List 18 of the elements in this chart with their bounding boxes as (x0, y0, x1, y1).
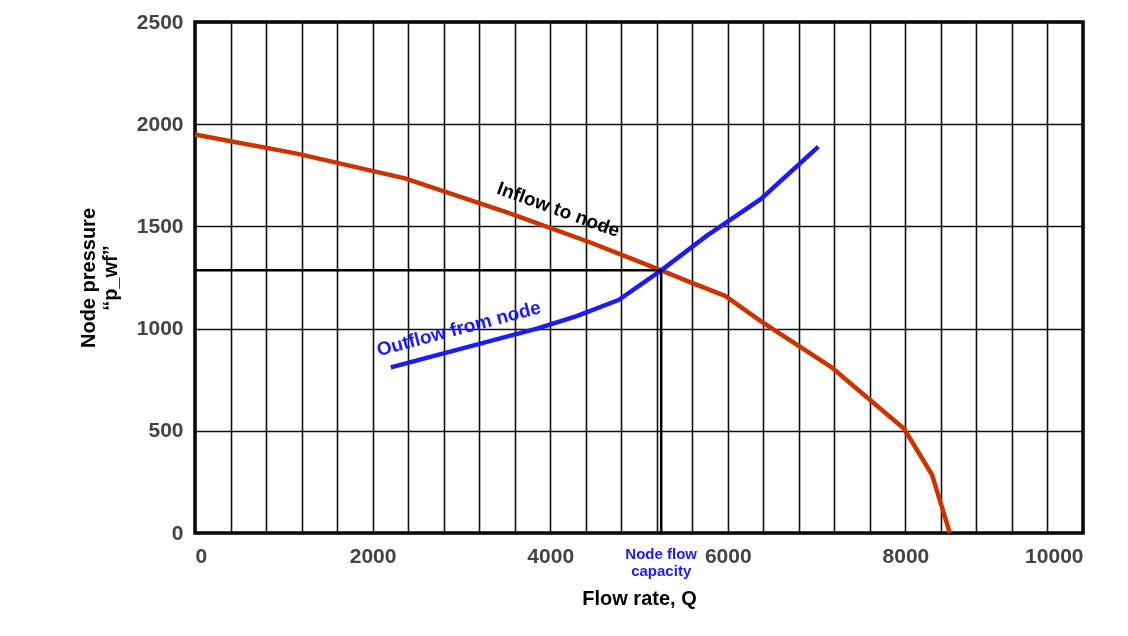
x-tick-label: 2000 (349, 543, 397, 567)
x-tick-label: 0 (195, 543, 208, 567)
y-axis-title: Node pressure “p_wf” (76, 207, 121, 349)
y-tick-label: 2000 (136, 111, 184, 135)
annotation: Node flow capacity (625, 545, 698, 579)
x-tick-label: 6000 (704, 543, 752, 567)
y-tick-label: 500 (148, 418, 184, 442)
x-tick-label: 4000 (527, 543, 575, 567)
line-series (192, 132, 953, 536)
x-axis-title: Flow rate, Q (582, 586, 697, 609)
x-tick-label: 10000 (1025, 543, 1084, 567)
y-tick-label: 0 (171, 520, 184, 544)
x-tick-label: 8000 (882, 543, 930, 567)
text: Inflow to node (494, 177, 623, 241)
y-tick-label: 2500 (136, 9, 184, 33)
text: Outflow from node (374, 296, 543, 361)
y-tick-label: 1500 (136, 213, 184, 237)
y-tick-label: 1000 (136, 316, 184, 340)
